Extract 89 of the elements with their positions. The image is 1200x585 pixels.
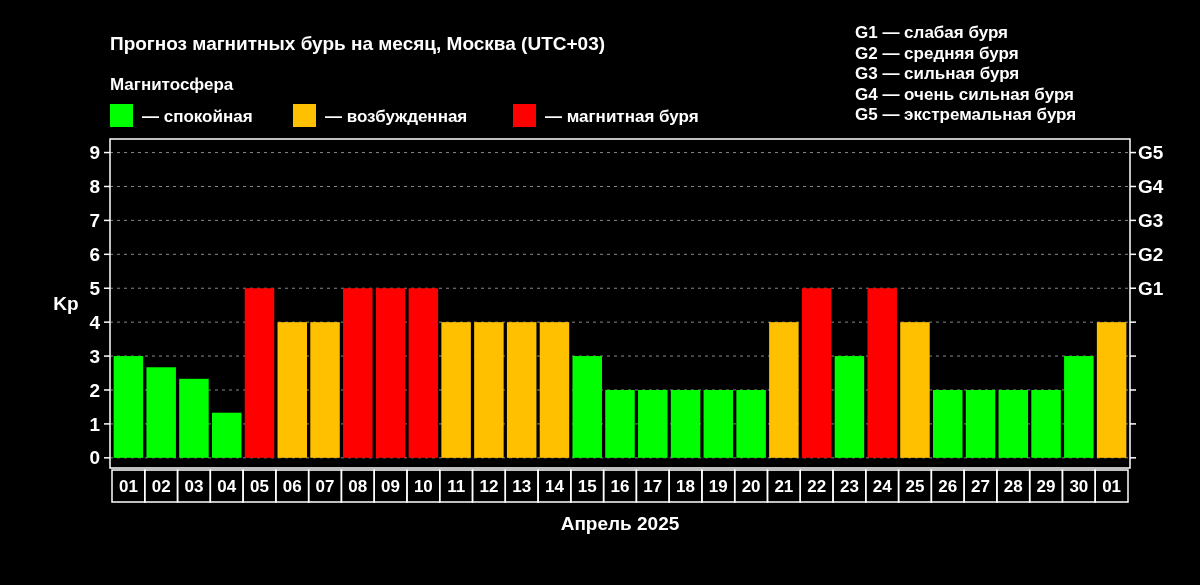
x-tick-label: 08: [348, 476, 368, 496]
x-tick-label: 09: [381, 476, 401, 496]
x-tick-label: 19: [708, 476, 728, 496]
text: G2 — средняя буря: [855, 43, 1019, 63]
x-tick-label: 12: [479, 476, 499, 496]
text: G2: [1138, 243, 1164, 265]
x-tick-label: 14: [544, 476, 565, 496]
bar: [343, 288, 373, 458]
x-tick-label: 11: [447, 476, 466, 496]
bar: [834, 356, 865, 458]
bar: [310, 322, 340, 458]
x-tick-label: 22: [807, 476, 827, 496]
chart-title: Прогноз магнитных бурь на месяц, Москва (UTC+03): [110, 33, 606, 54]
bar: [539, 322, 570, 458]
y-tick-label: 4: [89, 311, 101, 333]
bar: [638, 389, 668, 458]
y-tick-label: 6: [89, 243, 100, 265]
bar: [900, 322, 930, 458]
x-tick-label: 04: [217, 476, 237, 496]
text: G5: [1138, 142, 1164, 164]
bar: [801, 288, 832, 458]
x-tick-label: 24: [872, 476, 893, 496]
bar: [932, 389, 963, 458]
y-tick-label: 2: [89, 379, 100, 401]
text: G1 — слабая буря: [855, 23, 1009, 42]
x-tick-label: 01: [118, 476, 138, 496]
y-tick-label: 3: [89, 345, 100, 367]
x-tick-label: 17: [643, 476, 663, 496]
bar: [179, 378, 209, 458]
bar: [1064, 356, 1094, 458]
bar: [965, 389, 996, 458]
bar: [769, 322, 799, 458]
bar: [375, 288, 406, 458]
legend-label: — спокойная: [142, 107, 253, 126]
bar: [113, 356, 144, 458]
x-tick-label: 07: [315, 476, 335, 496]
y-tick-label: 5: [89, 277, 101, 299]
bar: [474, 322, 504, 458]
y-tick-label: 1: [89, 413, 101, 435]
y-tick-label: 7: [89, 210, 100, 232]
bar: [408, 288, 439, 458]
y-tick-label: 8: [89, 176, 100, 198]
x-tick-label: 02: [151, 476, 171, 496]
legend-title: Магнитосфера: [110, 75, 234, 94]
x-tick-label: 10: [413, 476, 433, 496]
text: G4 — очень сильная буря: [855, 84, 1074, 104]
text: G5 — экстремальная буря: [855, 105, 1077, 124]
x-tick-label: 15: [577, 476, 597, 496]
text: G3: [1138, 210, 1164, 232]
bar: [998, 389, 1029, 458]
x-tick-label: 27: [971, 476, 990, 496]
bar: [867, 288, 897, 458]
bar: [572, 356, 602, 458]
y-tick-label: 0: [89, 447, 100, 469]
text: G1: [1138, 277, 1164, 299]
bar: [736, 389, 766, 458]
bar: [211, 412, 242, 458]
text: G4: [1138, 176, 1164, 198]
bar: [1096, 322, 1127, 458]
x-tick-label: 01: [1102, 476, 1122, 496]
x-tick-label: 30: [1069, 476, 1089, 496]
bar: [277, 322, 308, 458]
bar: [1031, 389, 1061, 458]
x-tick-label: 21: [774, 476, 794, 496]
x-tick-label: 28: [1003, 476, 1023, 496]
x-axis-title: Апрель 2025: [560, 513, 680, 534]
x-tick-label: 13: [512, 476, 532, 496]
y-tick-label: 9: [89, 142, 100, 164]
x-tick-label: 25: [905, 476, 925, 496]
x-tick-label: 26: [938, 476, 958, 496]
legend-label: — магнитная буря: [545, 107, 699, 126]
x-tick-label: 03: [184, 476, 204, 496]
y-axis-title: Kp: [53, 292, 79, 314]
text: G3 — сильная буря: [855, 64, 1020, 83]
bar: [244, 288, 275, 458]
bar: [605, 389, 635, 458]
x-tick-label: 23: [839, 476, 859, 496]
x-tick-label: 20: [741, 476, 761, 496]
x-tick-label: 16: [610, 476, 630, 496]
x-tick-label: 29: [1036, 476, 1056, 496]
x-tick-label: 18: [676, 476, 696, 496]
x-tick-label: 05: [250, 476, 269, 496]
bar: [441, 322, 471, 458]
bar: [703, 389, 734, 458]
x-tick-label: 06: [282, 476, 302, 496]
bar: [146, 367, 176, 458]
legend-label: — возбужденная: [325, 107, 468, 126]
bar: [670, 389, 701, 458]
bar: [506, 322, 537, 458]
